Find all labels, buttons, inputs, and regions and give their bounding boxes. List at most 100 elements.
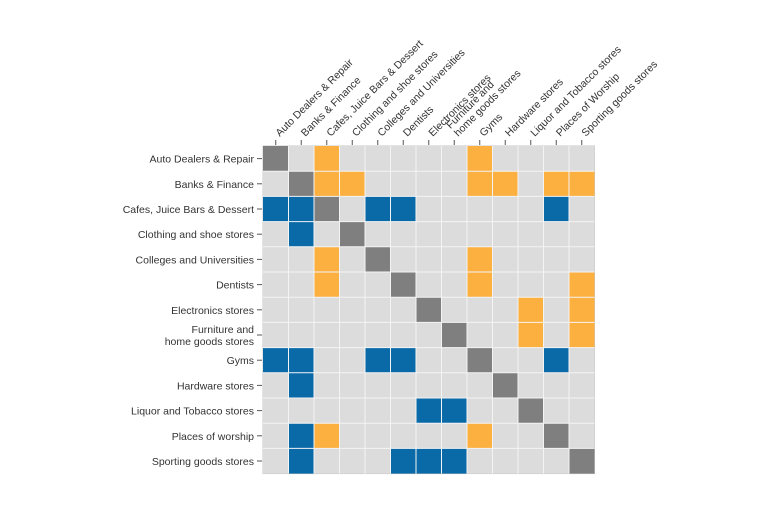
- heatmap-cell: [390, 171, 416, 197]
- heatmap-cell: [416, 196, 442, 222]
- heatmap-cell: [263, 448, 289, 474]
- heatmap-cell: [263, 372, 289, 398]
- heatmap-cell: [543, 246, 569, 272]
- heatmap-cell: [492, 297, 518, 323]
- row-label: Colleges and Universities: [136, 254, 254, 266]
- heatmap-cell: [263, 272, 289, 298]
- heatmap-cell: [263, 297, 289, 323]
- heatmap-cell: [569, 171, 595, 197]
- heatmap-cell: [569, 347, 595, 373]
- heatmap-cell: [518, 372, 544, 398]
- heatmap-cell: [569, 398, 595, 424]
- heatmap-cell: [390, 297, 416, 323]
- heatmap-cell: [365, 423, 391, 449]
- heatmap-cell: [467, 272, 493, 298]
- heatmap-cell: [263, 146, 289, 172]
- heatmap-cell: [263, 171, 289, 197]
- row-label: Cafes, Juice Bars & Dessert: [123, 204, 254, 216]
- heatmap-cell: [263, 196, 289, 222]
- heatmap-cell: [263, 347, 289, 373]
- heatmap-cell: [441, 221, 467, 247]
- heatmap-cell: [416, 171, 442, 197]
- heatmap-cell: [390, 347, 416, 373]
- heatmap-cell: [314, 171, 340, 197]
- heatmap-cell: [339, 221, 365, 247]
- heatmap-cell: [288, 246, 314, 272]
- heatmap-cell: [288, 171, 314, 197]
- heatmap-cell: [543, 372, 569, 398]
- heatmap-cell: [441, 322, 467, 348]
- heatmap-cell: [492, 398, 518, 424]
- heatmap-cell: [416, 398, 442, 424]
- heatmap-cell: [441, 347, 467, 373]
- heatmap-cell: [492, 196, 518, 222]
- heatmap-cell: [518, 246, 544, 272]
- row-label: Places of worship: [172, 431, 254, 443]
- heatmap-cell: [467, 423, 493, 449]
- heatmap-cell: [543, 171, 569, 197]
- heatmap-cell: [365, 221, 391, 247]
- heatmap-cell: [263, 423, 289, 449]
- heatmap-cell: [467, 146, 493, 172]
- heatmap-cell: [339, 423, 365, 449]
- heatmap-cell: [467, 297, 493, 323]
- row-label: Banks & Finance: [175, 179, 255, 191]
- row-label: Auto Dealers & Repair: [150, 154, 255, 166]
- heatmap-cell: [467, 398, 493, 424]
- heatmap-cell: [288, 398, 314, 424]
- heatmap-cell: [441, 196, 467, 222]
- heatmap-cell: [518, 448, 544, 474]
- heatmap-cell: [339, 322, 365, 348]
- heatmap-cell: [314, 297, 340, 323]
- heatmap-cell: [416, 246, 442, 272]
- heatmap-cell: [416, 423, 442, 449]
- heatmap-cell: [339, 448, 365, 474]
- heatmap-cell: [365, 448, 391, 474]
- heatmap-cell: [314, 423, 340, 449]
- heatmap-cell: [492, 221, 518, 247]
- heatmap-cell: [288, 272, 314, 298]
- row-label: Dentists: [216, 280, 254, 292]
- heatmap-cell: [288, 372, 314, 398]
- heatmap-cell: [288, 423, 314, 449]
- heatmap-cell: [416, 146, 442, 172]
- heatmap-cell: [569, 372, 595, 398]
- heatmap-cell: [543, 221, 569, 247]
- heatmap-cell: [441, 246, 467, 272]
- heatmap-cell: [518, 272, 544, 298]
- heatmap-cell: [365, 347, 391, 373]
- heatmap-cell: [492, 448, 518, 474]
- heatmap-cell: [314, 146, 340, 172]
- heatmap-cell: [314, 272, 340, 298]
- heatmap-cell: [543, 347, 569, 373]
- heatmap-cell: [263, 398, 289, 424]
- row-label: Clothing and shoe stores: [138, 229, 254, 241]
- heatmap-cell: [288, 448, 314, 474]
- heatmap-cell: [569, 221, 595, 247]
- heatmap-cell: [263, 246, 289, 272]
- heatmap-cell: [390, 272, 416, 298]
- heatmap-cell: [543, 272, 569, 298]
- heatmap-cell: [569, 146, 595, 172]
- heatmap-cell: [390, 322, 416, 348]
- heatmap-cell: [365, 171, 391, 197]
- heatmap-cell: [569, 196, 595, 222]
- heatmap-cell: [543, 297, 569, 323]
- heatmap-cell: [518, 322, 544, 348]
- heatmap-cell: [467, 221, 493, 247]
- heatmap-cell: [365, 272, 391, 298]
- heatmap-cell: [441, 171, 467, 197]
- heatmap-cell: [492, 146, 518, 172]
- heatmap-cell: [569, 272, 595, 298]
- heatmap-cell: [390, 246, 416, 272]
- heatmap-cell: [365, 322, 391, 348]
- heatmap-cell: [314, 398, 340, 424]
- heatmap-cell: [569, 246, 595, 272]
- heatmap-cell: [543, 398, 569, 424]
- heatmap-cell: [569, 448, 595, 474]
- heatmap-cell: [416, 297, 442, 323]
- heatmap-cell: [569, 322, 595, 348]
- heatmap-cell: [416, 322, 442, 348]
- heatmap-cell: [467, 196, 493, 222]
